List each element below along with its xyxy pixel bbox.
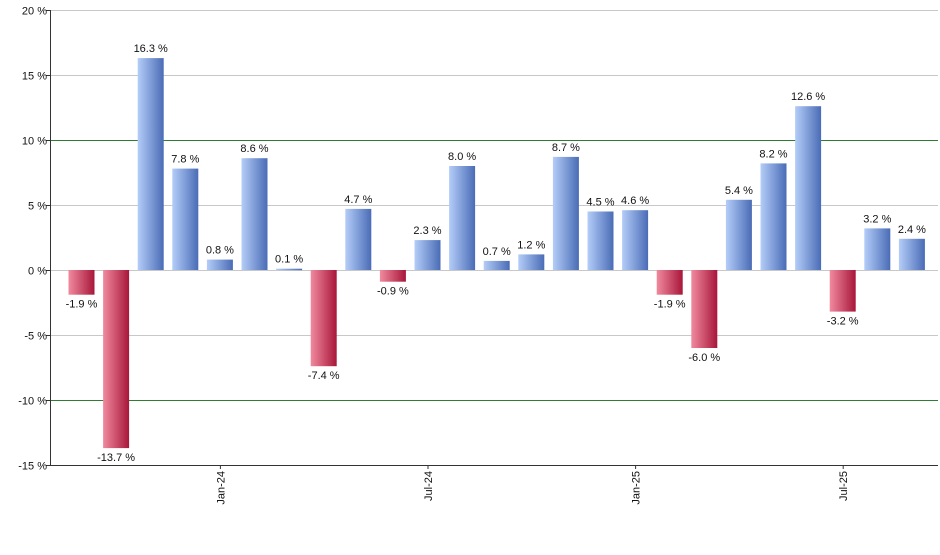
data-label: 8.7 %	[552, 142, 580, 154]
axes: 20 % 15 % 10 % 5 % 0 % -5 % -10 % -15 % Jan-24 Ju…	[18, 6, 938, 505]
data-label: -13.7 %	[97, 452, 135, 464]
bar	[276, 268, 303, 271]
bar	[864, 228, 891, 270]
data-label: 7.8 %	[171, 154, 199, 166]
x-tick-label: Jul-24	[423, 471, 435, 501]
bar	[449, 166, 476, 270]
data-label: 4.6 %	[621, 195, 649, 207]
bar	[829, 270, 856, 312]
data-label: 2.4 %	[898, 224, 926, 236]
data-label: 8.2 %	[759, 148, 787, 160]
data-label: 12.6 %	[791, 91, 825, 103]
bar	[68, 270, 95, 295]
bar	[587, 211, 614, 270]
data-label: 0.1 %	[275, 254, 303, 266]
bar	[103, 270, 130, 449]
reference-lines	[50, 140, 938, 401]
data-label: 16.3 %	[134, 43, 168, 55]
bar	[622, 210, 649, 270]
data-label: 8.0 %	[448, 151, 476, 163]
data-label: -1.9 %	[66, 299, 98, 311]
y-tick-label: -15 %	[18, 461, 47, 473]
data-label: 2.3 %	[413, 225, 441, 237]
bar	[795, 106, 822, 270]
data-label: -6.0 %	[688, 352, 720, 364]
data-label: 0.7 %	[483, 246, 511, 258]
bar	[206, 259, 233, 270]
data-label: -1.9 %	[654, 299, 686, 311]
data-label: 3.2 %	[863, 213, 891, 225]
bar	[345, 208, 372, 270]
bar	[760, 163, 787, 270]
bar	[518, 254, 545, 270]
bar	[656, 270, 683, 295]
y-tick-label: -5 %	[24, 331, 47, 343]
bar	[137, 58, 164, 270]
x-tick-label: Jan-24	[215, 471, 227, 505]
data-label: -3.2 %	[827, 316, 859, 328]
bars	[68, 58, 925, 449]
data-label: -7.4 %	[308, 370, 340, 382]
bar	[379, 270, 406, 282]
bar	[241, 158, 268, 270]
y-tick-label: 5 %	[28, 201, 47, 213]
bar	[310, 270, 337, 367]
x-tick-label: Jan-25	[631, 471, 643, 505]
bar	[483, 260, 510, 270]
x-tick-label: Jul-25	[838, 471, 850, 501]
y-tick-label: -10 %	[18, 396, 47, 408]
y-tick-label: 15 %	[22, 71, 47, 83]
data-label: -0.9 %	[377, 286, 409, 298]
data-label: 4.5 %	[586, 197, 614, 209]
bar	[691, 270, 718, 348]
data-label: 1.2 %	[517, 239, 545, 251]
bar	[552, 156, 579, 270]
bar	[725, 199, 752, 270]
bar	[172, 168, 199, 270]
data-label: 5.4 %	[725, 185, 753, 197]
y-tick-label: 0 %	[28, 266, 47, 278]
data-label: 0.8 %	[206, 245, 234, 257]
data-label: 4.7 %	[344, 194, 372, 206]
bar	[898, 238, 925, 270]
data-labels: -1.9 % -13.7 % 16.3 % 7.8 % 0.8 % 8.6 % 0.1 % -…	[66, 43, 927, 464]
bar	[414, 240, 441, 270]
y-tick-label: 10 %	[22, 136, 47, 148]
y-tick-label: 20 %	[22, 6, 47, 18]
data-label: 8.6 %	[240, 143, 268, 155]
